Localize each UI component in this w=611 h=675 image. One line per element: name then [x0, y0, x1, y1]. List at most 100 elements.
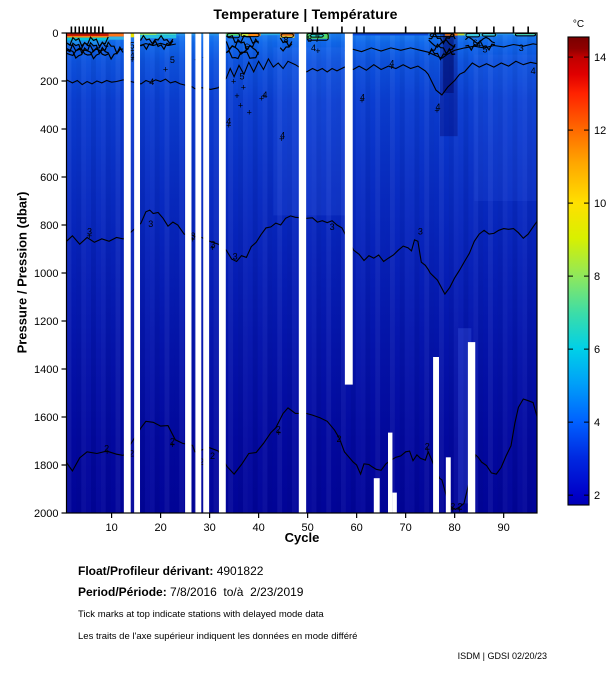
svg-text:3: 3 — [330, 222, 335, 232]
svg-text:1400: 1400 — [34, 364, 58, 376]
svg-text:1800: 1800 — [34, 460, 58, 472]
period-label: Period/Période: — [78, 585, 167, 599]
period-value: 7/8/2016 to/à 2/23/2019 — [170, 585, 304, 599]
svg-text:1200: 1200 — [34, 316, 58, 328]
svg-text:4: 4 — [311, 43, 316, 53]
svg-text:2000: 2000 — [34, 508, 58, 520]
svg-text:+: + — [163, 64, 168, 74]
svg-text:+: + — [389, 62, 394, 72]
svg-text:+: + — [226, 120, 231, 130]
y-axis: 0 200 400 600 800 1000 1200 1400 1600 1800 2000 — [34, 28, 67, 520]
svg-text:30: 30 — [203, 522, 215, 534]
agency-credit: ISDM | GDSI 02/20/23 — [457, 651, 547, 661]
svg-text:+: + — [261, 91, 266, 101]
svg-text:3: 3 — [519, 43, 524, 53]
svg-text:+: + — [130, 55, 135, 65]
x-axis: 10 20 30 40 50 60 70 80 90 — [105, 513, 510, 534]
svg-text:4: 4 — [389, 59, 394, 69]
svg-text:4: 4 — [149, 77, 154, 87]
svg-text:2: 2 — [594, 490, 600, 502]
svg-text:+: + — [190, 234, 195, 244]
svg-text:+: + — [276, 428, 281, 438]
svg-text:2: 2 — [170, 436, 175, 446]
svg-text:+: + — [87, 231, 92, 241]
float-id-label: Float/Profileur dérivant: — [78, 564, 214, 578]
svg-text:600: 600 — [40, 172, 58, 184]
svg-text:4: 4 — [130, 51, 135, 61]
colorbar: 14 12 10 8 6 4 2 °C — [567, 19, 606, 506]
svg-text:+: + — [231, 76, 236, 86]
svg-text:4: 4 — [594, 417, 600, 429]
svg-text:3: 3 — [233, 252, 238, 262]
svg-text:6: 6 — [473, 38, 478, 48]
period-line: Period/Période: 7/8/2016 to/à 2/23/2019 — [78, 585, 303, 599]
svg-text:5: 5 — [483, 44, 488, 54]
svg-text:0: 0 — [52, 28, 58, 40]
colorbar-unit-label: °C — [573, 19, 584, 30]
svg-text:+: + — [130, 45, 135, 55]
svg-text:3: 3 — [148, 219, 153, 229]
svg-text:+: + — [234, 91, 239, 101]
svg-text:+: + — [477, 40, 482, 50]
svg-text:3: 3 — [87, 227, 92, 237]
svg-text:+: + — [457, 504, 462, 514]
svg-text:4: 4 — [531, 66, 536, 76]
svg-text:2: 2 — [210, 451, 215, 461]
float-id-value: 4901822 — [216, 564, 264, 578]
svg-text:+: + — [279, 134, 284, 144]
note-english: Tick marks at top indicate stations with… — [78, 609, 324, 620]
svg-text:80: 80 — [449, 522, 461, 534]
svg-text:5: 5 — [170, 55, 175, 65]
svg-text:+: + — [434, 105, 439, 115]
svg-text:6: 6 — [594, 344, 600, 356]
svg-text:7: 7 — [315, 34, 320, 44]
svg-text:4: 4 — [435, 102, 440, 112]
svg-text:8: 8 — [284, 35, 289, 45]
svg-text:2: 2 — [104, 444, 109, 454]
svg-text:14: 14 — [594, 52, 606, 64]
svg-text:12: 12 — [594, 125, 606, 137]
svg-text:5: 5 — [239, 72, 244, 82]
y-axis-label: Pressure / Pression (dbar) — [14, 191, 30, 354]
note-french: Les traits de l'axe supérieur indiquent … — [78, 631, 358, 642]
svg-text:2: 2 — [458, 501, 463, 511]
svg-text:70: 70 — [400, 522, 412, 534]
svg-text:3: 3 — [190, 231, 195, 241]
float-id-line: Float/Profileur dérivant: 4901822 — [78, 564, 263, 578]
svg-text:2: 2 — [425, 441, 430, 451]
svg-text:2: 2 — [276, 424, 281, 434]
x-axis-label: Cycle — [284, 530, 320, 545]
chart-title: Temperature | Température — [213, 6, 398, 22]
svg-text:400: 400 — [40, 124, 58, 136]
svg-text:+: + — [425, 445, 430, 455]
svg-text:4: 4 — [226, 116, 231, 126]
svg-text:60: 60 — [351, 522, 363, 534]
svg-text:+: + — [450, 504, 455, 514]
svg-text:90: 90 — [498, 522, 510, 534]
svg-text:2: 2 — [199, 457, 204, 467]
svg-text:4: 4 — [280, 131, 285, 141]
svg-text:5: 5 — [130, 40, 135, 50]
svg-text:2: 2 — [450, 501, 455, 511]
delayed-mode-ticks — [70, 26, 529, 33]
svg-text:+: + — [105, 447, 110, 457]
svg-text:4: 4 — [262, 90, 267, 100]
svg-text:40: 40 — [252, 522, 264, 534]
svg-text:1000: 1000 — [34, 268, 58, 280]
svg-text:+: + — [210, 243, 215, 253]
svg-text:50: 50 — [302, 522, 314, 534]
svg-text:8: 8 — [594, 271, 600, 283]
svg-text:2: 2 — [129, 448, 134, 458]
svg-text:+: + — [241, 83, 246, 93]
svg-text:4: 4 — [360, 92, 365, 102]
svg-text:10: 10 — [594, 198, 606, 210]
svg-text:+: + — [247, 108, 252, 118]
svg-text:+: + — [238, 100, 243, 110]
svg-text:10: 10 — [105, 522, 117, 534]
svg-text:800: 800 — [40, 220, 58, 232]
svg-text:6: 6 — [244, 42, 249, 52]
svg-text:20: 20 — [154, 522, 166, 534]
plot-area: +++++++++++++++++++++++++++++45455433333… — [66, 33, 537, 514]
